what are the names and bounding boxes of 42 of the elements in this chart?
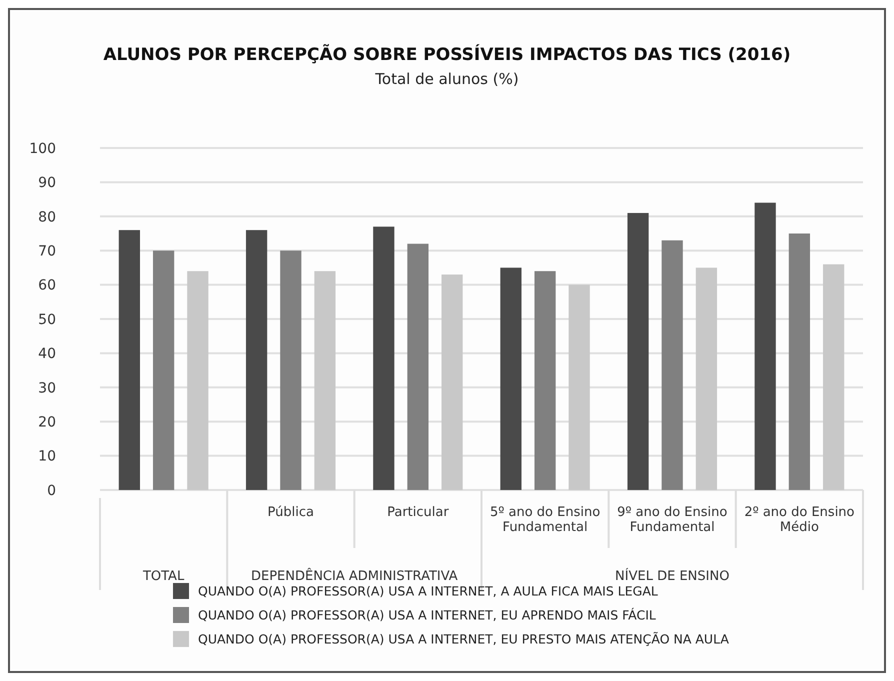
y-tick-label: 60 — [38, 278, 56, 294]
text: NÍVEL DE ENSINO — [615, 567, 730, 584]
text: DEPENDÊNCIA ADMINISTRATIVA — [250, 567, 458, 584]
legend-label: QUANDO O(A) PROFESSOR(A) USA A INTERNET, A AULA FICA MAIS LEGAL — [198, 583, 658, 598]
bar — [280, 250, 302, 490]
text: TOTAL — [142, 569, 185, 584]
bar — [246, 230, 268, 490]
bar — [373, 226, 394, 490]
bar — [754, 202, 776, 490]
bar — [407, 244, 429, 490]
y-tick-label: 70 — [38, 244, 56, 260]
bar — [788, 234, 810, 490]
bar — [187, 271, 208, 490]
x-tick-label: 9º ano do Ensino Fundamental — [617, 505, 728, 535]
bar — [568, 284, 590, 490]
y-tick-label: 80 — [38, 209, 56, 226]
bar — [823, 264, 844, 490]
bar — [442, 274, 463, 490]
y-tick-label: 90 — [38, 175, 56, 192]
bar — [152, 250, 174, 490]
chart-subtitle: Total de alunos (%) — [374, 70, 519, 88]
bar — [696, 268, 718, 490]
y-tick-label: 20 — [38, 414, 56, 430]
bar — [314, 271, 336, 490]
y-tick-label: 10 — [38, 448, 56, 465]
bar — [500, 268, 522, 490]
x-tick-label: 2º ano do Ensino Médio — [744, 505, 855, 535]
bar — [662, 240, 683, 490]
y-tick-label: 30 — [38, 380, 56, 396]
y-tick-label: 0 — [47, 482, 56, 499]
x-tick-label: Particular — [387, 505, 450, 520]
legend-label: QUANDO O(A) PROFESSOR(A) USA A INTERNET, EU APRENDO MAIS FÁCIL — [198, 607, 656, 622]
x-tick-label: Pública — [268, 505, 314, 520]
bar — [627, 212, 649, 490]
y-tick-label: 100 — [29, 140, 56, 157]
x-tick-label: 5º ano do Ensino Fundamental — [490, 505, 600, 535]
y-tick-label: 40 — [38, 346, 56, 362]
chart-title: ALUNOS POR PERCEPÇÃO SOBRE POSSÍVEIS IMPACTOS DAS TICS (2016) — [103, 44, 791, 65]
bar — [118, 230, 140, 490]
bar — [534, 271, 556, 490]
y-tick-label: 50 — [38, 312, 56, 328]
legend-label: QUANDO O(A) PROFESSOR(A) USA A INTERNET, EU PRESTO MAIS ATENÇÃO NA AULA — [198, 631, 730, 646]
